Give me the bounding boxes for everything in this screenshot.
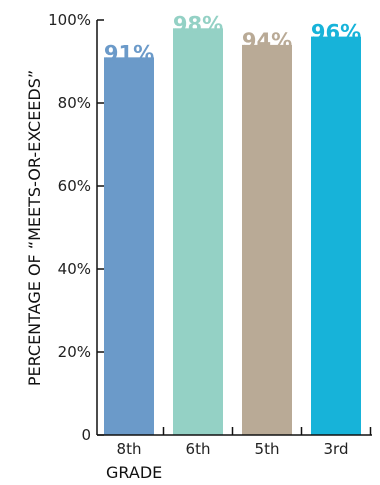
bar-6th <box>173 28 223 436</box>
data-labels: 91% 98% 94% 96% <box>104 12 361 65</box>
y-tick-label: 20% <box>58 343 91 361</box>
y-tick-label: 60% <box>58 177 91 195</box>
y-tick-label: 100% <box>48 11 91 29</box>
data-label-5th: 94% <box>242 29 292 53</box>
x-tick-label-6th: 6th <box>186 440 211 458</box>
x-tick-label-8th: 8th <box>117 440 142 458</box>
y-axis-ticks: 0 20% 40% 60% 80% 100% <box>48 11 104 444</box>
x-tick-label-3rd: 3rd <box>324 440 349 458</box>
x-tick-label-5th: 5th <box>255 440 280 458</box>
x-axis-title: GRADE <box>106 463 162 482</box>
bar-3rd <box>311 36 361 435</box>
data-label-8th: 91% <box>104 41 154 65</box>
y-axis-title: PERCENTAGE OF “MEETS-OR-EXCEEDS” <box>25 70 44 386</box>
y-tick-label: 80% <box>58 94 91 112</box>
data-label-6th: 98% <box>173 12 223 36</box>
y-tick-label: 0 <box>81 426 91 444</box>
x-axis-ticks: 8th 6th 5th 3rd <box>117 427 372 458</box>
bar-8th <box>104 57 154 435</box>
data-label-3rd: 96% <box>311 21 361 45</box>
y-tick-label: 40% <box>58 260 91 278</box>
bars <box>104 28 361 436</box>
bar-5th <box>242 44 292 436</box>
